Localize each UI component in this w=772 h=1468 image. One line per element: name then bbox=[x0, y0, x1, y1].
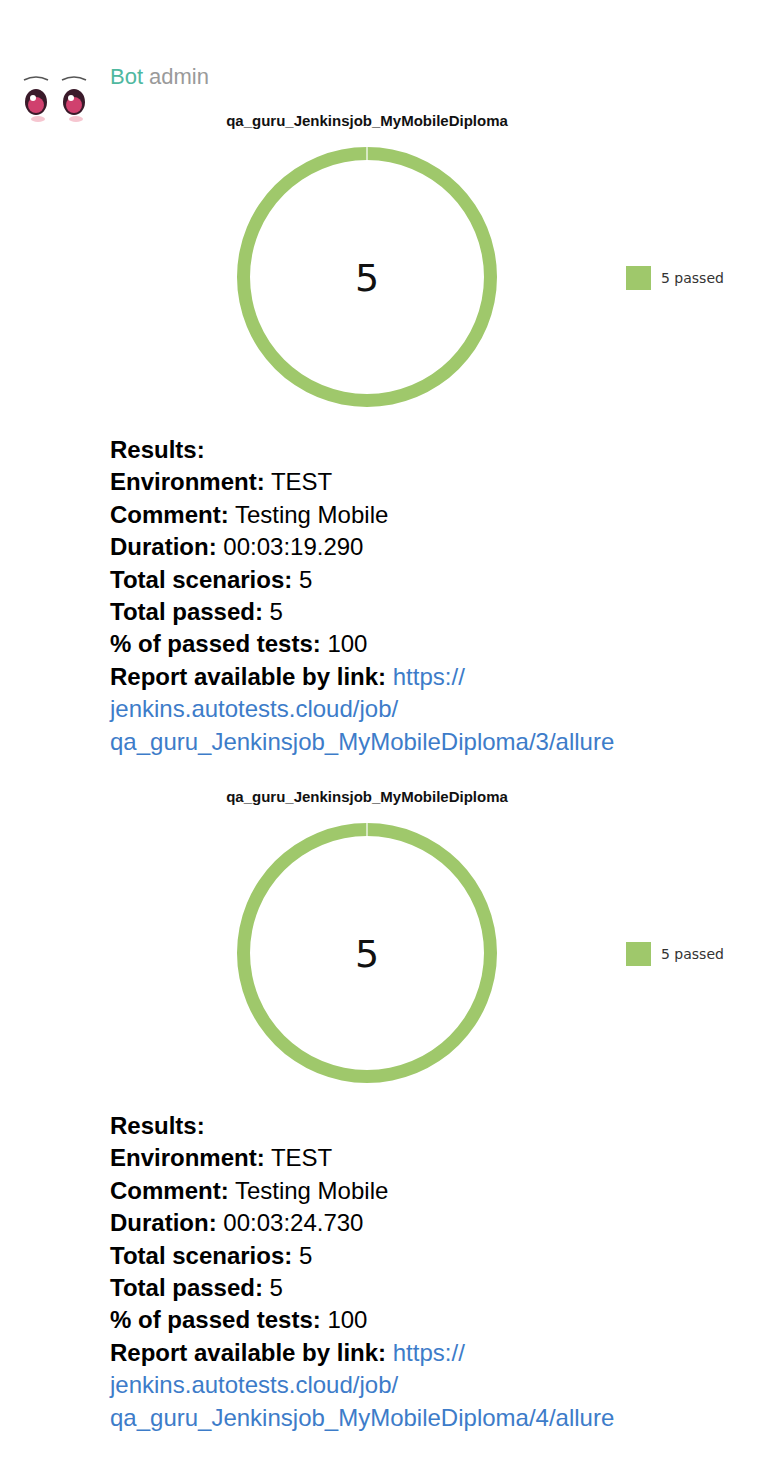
avatar-blush bbox=[69, 116, 83, 122]
result-row: Total scenarios: 5 bbox=[110, 564, 710, 596]
result-row: Total passed: 5 bbox=[110, 596, 710, 628]
legend-swatch bbox=[626, 942, 651, 966]
result-row: Total scenarios: 5 bbox=[110, 1240, 710, 1272]
field-value: 00:03:24.730 bbox=[223, 1209, 363, 1236]
field-value: Testing Mobile bbox=[235, 1177, 388, 1204]
result-row: Comment: Testing Mobile bbox=[110, 499, 710, 531]
result-row: Environment: TEST bbox=[110, 466, 710, 498]
avatar-glint bbox=[30, 95, 36, 101]
donut bbox=[237, 147, 497, 407]
result-row: Duration: 00:03:24.730 bbox=[110, 1207, 710, 1239]
results: Results:Environment: TESTComment: Testin… bbox=[110, 1110, 710, 1434]
field-label: Total passed: bbox=[110, 1274, 263, 1301]
sender-name: Bot bbox=[110, 64, 143, 89]
legend-label: 5 passed bbox=[661, 946, 724, 962]
field-label: Total scenarios: bbox=[110, 1242, 292, 1269]
avatar-eye bbox=[25, 89, 47, 115]
slice-separator bbox=[366, 147, 367, 161]
field-label: Environment: bbox=[110, 1144, 265, 1171]
field-value: 5 bbox=[270, 1274, 283, 1301]
result-row: Total passed: 5 bbox=[110, 1272, 710, 1304]
donut-total: 5 bbox=[355, 256, 379, 300]
slice-separator bbox=[366, 823, 367, 837]
heading-text: Results: bbox=[110, 1112, 205, 1139]
avatar-eye bbox=[63, 89, 85, 115]
donut-slice bbox=[237, 823, 497, 1083]
results: Results:Environment: TESTComment: Testin… bbox=[110, 434, 710, 758]
field-value: 100 bbox=[327, 630, 367, 657]
avatar-blush bbox=[31, 116, 45, 122]
field-value: 5 bbox=[299, 566, 312, 593]
heading-text: Results: bbox=[110, 436, 205, 463]
donut bbox=[237, 823, 497, 1083]
avatar-brow bbox=[62, 77, 86, 80]
donut-slice bbox=[237, 147, 497, 407]
result-row: Duration: 00:03:19.290 bbox=[110, 531, 710, 563]
chart: qa_guru_Jenkinsjob_MyMobileDiploma 5 5 pas… bbox=[0, 108, 772, 438]
chart: qa_guru_Jenkinsjob_MyMobileDiploma 5 5 pas… bbox=[0, 784, 772, 1114]
result-row: Environment: TEST bbox=[110, 1142, 710, 1174]
result-row: % of passed tests: 100 bbox=[110, 1304, 710, 1336]
field-value: 00:03:19.290 bbox=[223, 533, 363, 560]
field-value: 5 bbox=[299, 1242, 312, 1269]
sender-role: admin bbox=[149, 64, 209, 89]
chart-title: qa_guru_Jenkinsjob_MyMobileDiploma bbox=[226, 112, 508, 129]
field-label: Total scenarios: bbox=[110, 566, 292, 593]
report-row: Report available by link: https://jenkin… bbox=[110, 661, 710, 758]
field-label: Duration: bbox=[110, 1209, 217, 1236]
result-row: Comment: Testing Mobile bbox=[110, 1175, 710, 1207]
legend-swatch bbox=[626, 266, 651, 290]
field-label: Comment: bbox=[110, 501, 229, 528]
sender: Botadmin bbox=[110, 64, 209, 90]
field-label: Environment: bbox=[110, 468, 265, 495]
avatar-brow bbox=[24, 77, 48, 80]
results-heading: Results: bbox=[110, 1110, 710, 1142]
field-value: TEST bbox=[271, 468, 332, 495]
field-value: TEST bbox=[271, 1144, 332, 1171]
field-label: Total passed: bbox=[110, 598, 263, 625]
avatar bbox=[16, 72, 96, 132]
field-label: Duration: bbox=[110, 533, 217, 560]
field-value: 5 bbox=[270, 598, 283, 625]
result-row: % of passed tests: 100 bbox=[110, 628, 710, 660]
field-label: % of passed tests: bbox=[110, 1306, 321, 1333]
donut-total: 5 bbox=[355, 932, 379, 976]
field-label: Comment: bbox=[110, 1177, 229, 1204]
field-label: % of passed tests: bbox=[110, 630, 321, 657]
link-label: Report available by link: bbox=[110, 663, 386, 690]
field-value: Testing Mobile bbox=[235, 501, 388, 528]
link-label: Report available by link: bbox=[110, 1339, 386, 1366]
field-value: 100 bbox=[327, 1306, 367, 1333]
report-row: Report available by link: https://jenkin… bbox=[110, 1337, 710, 1434]
chart-title: qa_guru_Jenkinsjob_MyMobileDiploma bbox=[226, 788, 508, 805]
results-heading: Results: bbox=[110, 434, 710, 466]
avatar-glint bbox=[68, 95, 74, 101]
legend-label: 5 passed bbox=[661, 270, 724, 286]
